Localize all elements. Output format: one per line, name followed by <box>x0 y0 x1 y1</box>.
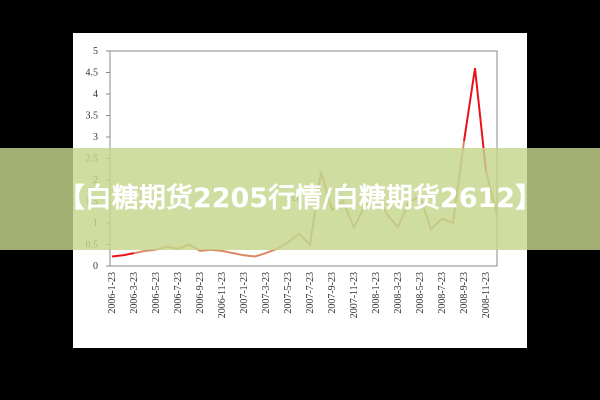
y-tick-label: 0 <box>93 261 98 272</box>
x-tick-label: 2006-11-23 <box>217 272 228 318</box>
y-tick-label: 4.5 <box>86 68 99 79</box>
y-tick-label: 4 <box>93 89 98 100</box>
x-tick-label: 2008-3-23 <box>393 272 404 314</box>
x-tick-label: 2007-7-23 <box>305 272 316 314</box>
x-tick-label: 2008-7-23 <box>437 272 448 314</box>
line-series <box>111 68 487 258</box>
x-tick-label: 2006-9-23 <box>195 272 206 314</box>
x-tick-label: 2007-1-23 <box>239 272 250 314</box>
x-tick-label: 2007-11-23 <box>349 272 360 318</box>
x-tick-label: 2008-9-23 <box>459 272 470 314</box>
banner: 【白糖期货2205行情/白糖期货2612】 <box>0 148 600 250</box>
banner-text: 【白糖期货2205行情/白糖期货2612】 <box>57 183 543 214</box>
x-tick-label: 2008-5-23 <box>415 272 426 314</box>
y-tick-label: 3 <box>93 132 98 143</box>
x-tick-label: 2007-9-23 <box>327 272 338 314</box>
y-tick-label: 5 <box>93 46 98 57</box>
x-tick-label: 2008-1-23 <box>371 272 382 314</box>
x-tick-label: 2006-3-23 <box>129 272 140 314</box>
x-tick-label: 2006-1-23 <box>107 272 118 314</box>
x-tick-label: 2006-5-23 <box>151 272 162 314</box>
x-tick-label: 2007-5-23 <box>283 272 294 314</box>
x-tick-label: 2007-3-23 <box>261 272 272 314</box>
y-tick-label: 3.5 <box>86 111 99 122</box>
x-tick-label: 2006-7-23 <box>173 272 184 314</box>
x-tick-label: 2008-11-23 <box>481 272 492 318</box>
